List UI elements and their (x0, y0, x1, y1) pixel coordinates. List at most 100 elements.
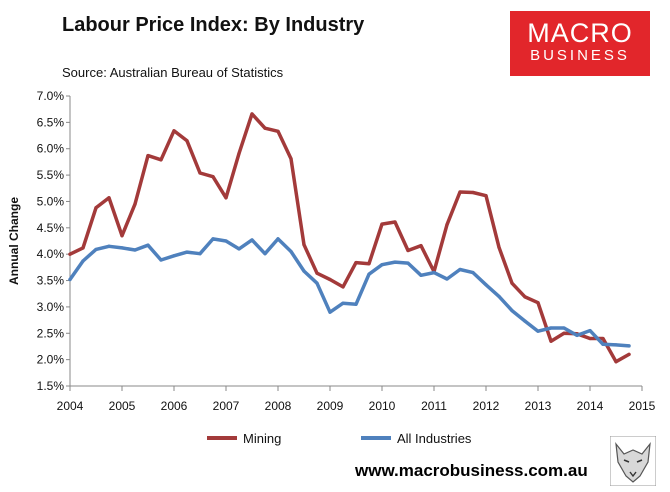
data-point-all-industries (107, 244, 111, 248)
y-tick-label: 5.0% (37, 194, 65, 208)
x-tick-label: 2007 (213, 399, 240, 413)
data-point-all-industries (432, 271, 436, 275)
data-point-all-industries (81, 259, 85, 263)
data-point-mining (601, 336, 605, 341)
data-point-mining (159, 158, 163, 162)
data-point-all-industries (276, 237, 280, 241)
data-point-mining (133, 202, 137, 206)
data-point-all-industries (549, 326, 553, 330)
data-point-all-industries (211, 237, 215, 241)
data-point-mining (185, 139, 189, 143)
data-point-mining (341, 285, 345, 289)
data-point-all-industries (510, 309, 514, 313)
logo-line-1: MACRO (527, 18, 633, 48)
data-point-all-industries (471, 271, 475, 275)
data-point-all-industries (393, 260, 397, 264)
data-point-all-industries (198, 252, 202, 256)
data-point-all-industries (367, 272, 371, 276)
data-point-mining (328, 277, 332, 282)
data-point-mining (250, 112, 254, 116)
data-point-mining (146, 153, 150, 158)
website-url: www.macrobusiness.com.au (355, 461, 588, 480)
x-tick-label: 2010 (369, 399, 396, 413)
chart-legend: Mining All Industries (207, 431, 472, 446)
data-point-mining (458, 190, 462, 194)
y-tick-label: 2.0% (37, 353, 65, 367)
data-point-mining (523, 295, 527, 299)
data-point-mining (263, 126, 267, 130)
x-tick-label: 2009 (317, 399, 344, 413)
x-tick-label: 2014 (577, 399, 604, 413)
data-point-all-industries (315, 281, 319, 285)
data-point-mining (120, 234, 124, 238)
data-point-mining (276, 129, 280, 133)
y-tick-label: 2.5% (37, 326, 65, 340)
y-axis-label: Annual Change (7, 197, 21, 285)
y-tick-label: 7.0% (37, 89, 65, 103)
data-point-all-industries (484, 283, 488, 287)
data-point-all-industries (302, 269, 306, 273)
data-point-mining (211, 175, 215, 179)
data-point-mining (68, 252, 72, 256)
data-point-mining (224, 196, 228, 200)
data-point-all-industries (289, 249, 293, 254)
data-point-all-industries (185, 250, 189, 254)
series-line-all-industries (68, 237, 631, 348)
data-point-all-industries (380, 263, 384, 267)
data-point-mining (354, 261, 358, 265)
data-point-mining (510, 281, 514, 285)
data-point-all-industries (354, 302, 358, 306)
data-point-mining (536, 301, 540, 305)
data-point-all-industries (419, 273, 423, 277)
data-point-mining (497, 245, 501, 249)
data-point-all-industries (575, 333, 579, 337)
data-point-mining (94, 206, 98, 210)
data-point-mining (237, 151, 241, 156)
data-point-mining (367, 262, 371, 266)
y-tick-label: 6.5% (37, 115, 65, 129)
wolf-logo-icon (610, 436, 656, 486)
data-point-mining (562, 331, 566, 335)
data-point-all-industries (497, 294, 501, 298)
data-point-all-industries (133, 248, 137, 252)
y-tick-label: 6.0% (37, 142, 65, 156)
data-point-mining (302, 243, 306, 247)
y-tick-label: 3.5% (37, 274, 65, 288)
data-point-mining (393, 220, 397, 224)
data-point-mining (627, 352, 631, 356)
data-point-mining (614, 360, 618, 364)
data-point-all-industries (445, 277, 449, 281)
x-tick-label: 2008 (265, 399, 292, 413)
legend-label-all-industries: All Industries (397, 431, 472, 446)
x-tick-label: 2015 (629, 399, 656, 413)
y-tick-label: 1.5% (37, 379, 65, 393)
data-point-mining (380, 222, 384, 226)
data-point-mining (172, 129, 176, 133)
chart-axes (69, 96, 642, 387)
data-point-mining (406, 248, 410, 253)
data-point-all-industries (406, 261, 410, 265)
data-point-all-industries (68, 277, 72, 282)
data-point-all-industries (341, 301, 345, 305)
y-tick-label: 5.5% (37, 168, 65, 182)
y-tick-label: 4.0% (37, 247, 65, 261)
y-tick-labels: 1.5% 2.0% 2.5% 3.0% 3.5% 4.0% 4.5% 5.0% 5.5% 6.0%… (37, 89, 70, 393)
macrobusiness-logo: MACRO BUSINESS (510, 11, 650, 76)
data-point-all-industries (237, 247, 241, 251)
data-point-all-industries (159, 258, 163, 262)
data-point-all-industries (172, 254, 176, 258)
chart-title: Labour Price Index: By Industry (62, 14, 365, 36)
data-point-mining (588, 336, 592, 341)
data-point-all-industries (536, 329, 540, 333)
data-point-mining (419, 244, 423, 248)
x-tick-label: 2011 (421, 399, 447, 413)
x-tick-label: 2005 (109, 399, 136, 413)
data-point-all-industries (146, 243, 150, 247)
source-note: Source: Australian Bureau of Statistics (62, 65, 284, 80)
data-point-all-industries (523, 319, 527, 323)
data-point-all-industries (263, 252, 267, 256)
data-point-all-industries (614, 343, 618, 347)
data-point-all-industries (250, 238, 254, 242)
data-point-mining (289, 157, 293, 161)
